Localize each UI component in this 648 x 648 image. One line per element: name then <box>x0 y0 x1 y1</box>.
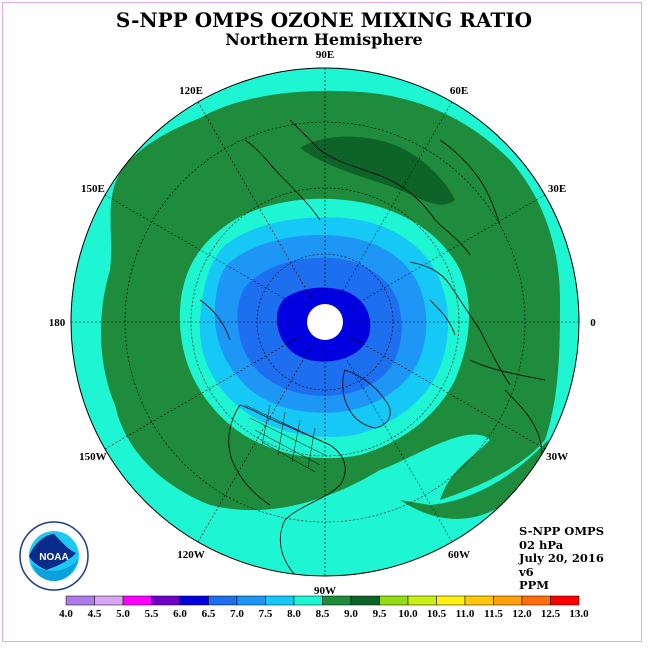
figure-frame <box>2 2 642 642</box>
colorbar-label-11.0: 11.0 <box>456 608 475 620</box>
colorbar-label-6.0: 6.0 <box>173 608 187 620</box>
field-9-0 <box>300 136 455 205</box>
colorbar-swatch-10.5 <box>436 595 466 606</box>
meridian-30e <box>349 194 546 309</box>
colorbar-swatch-10.0 <box>407 595 437 606</box>
colorbar-swatch-9.5 <box>379 595 409 606</box>
longitude-label-30w: 30W <box>546 451 568 463</box>
colorbar-label-10.5: 10.5 <box>427 608 447 620</box>
map-edge <box>70 67 580 577</box>
noaa-logo: NOAA <box>18 520 90 592</box>
meridian-60e <box>338 101 453 298</box>
longitude-label-0: 0 <box>590 317 596 329</box>
colorbar-label-7.0: 7.0 <box>230 608 244 620</box>
colorbar-swatch-8.0 <box>293 595 323 606</box>
colorbar: 4.0 4.5 5.0 5.5 6.0 6.5 7.0 7.5 8.0 8.5 9.0 9.5 10.0… <box>59 595 589 620</box>
longitude-label-60e: 60E <box>450 85 468 97</box>
coast-europe <box>409 261 546 386</box>
info-line-version: v6 <box>519 564 534 579</box>
colorbar-swatches <box>65 595 580 606</box>
colorbar-label-4.5: 4.5 <box>88 608 102 620</box>
longitude-label-90w: 90W <box>314 585 336 597</box>
colorbar-swatch-6.5 <box>208 595 238 606</box>
colorbar-label-5.0: 5.0 <box>116 608 130 620</box>
meridian-60w <box>338 346 453 543</box>
colorbar-label-12.5: 12.5 <box>541 608 561 620</box>
longitude-labels: 90E 60E 30E 0 30W 60W 90W 120W 150W 180 150E 120E <box>49 49 597 597</box>
coast-south-asia <box>439 139 501 226</box>
colorbar-label-8.5: 8.5 <box>316 608 330 620</box>
colorbar-label-4.0: 4.0 <box>59 608 73 620</box>
colorbar-swatch-5.0 <box>122 595 152 606</box>
colorbar-swatch-12.0 <box>521 595 551 606</box>
noaa-emblem: NOAA <box>19 521 89 591</box>
coast-asia <box>199 119 471 341</box>
colorbar-label-9.0: 9.0 <box>344 608 358 620</box>
colorbar-label-6.5: 6.5 <box>202 608 216 620</box>
colorbar-swatch-4.5 <box>94 595 124 606</box>
info-line-pressure: 02 hPa <box>519 537 564 552</box>
longitude-label-60w: 60W <box>448 549 470 561</box>
no-data-pole <box>307 304 343 340</box>
longitude-label-150w: 150W <box>79 451 107 463</box>
meridian-150e <box>104 194 301 309</box>
longitude-label-180: 180 <box>49 317 66 329</box>
longitude-label-120e: 120E <box>179 85 203 97</box>
longitude-label-30e: 30E <box>548 183 566 195</box>
coastlines <box>199 119 546 576</box>
coast-greenland <box>342 369 391 429</box>
colorbar-swatch-11.0 <box>464 595 494 606</box>
colorbar-swatch-7.5 <box>265 595 295 606</box>
colorbar-swatch-9.0 <box>350 595 380 606</box>
noaa-logo-text: NOAA <box>39 552 68 563</box>
us-state-lines <box>244 404 331 473</box>
colorbar-label-8.0: 8.0 <box>287 608 301 620</box>
colorbar-label-10.0: 10.0 <box>398 608 418 620</box>
meridian-120e <box>197 101 312 298</box>
product-info: S-NPP OMPS 02 hPa July 20, 2016 v6 PPM <box>519 524 605 593</box>
meridian-30w <box>349 335 546 450</box>
colorbar-swatch-4.0 <box>65 595 95 606</box>
longitude-label-90e: 90E <box>316 49 334 61</box>
longitude-label-150e: 150E <box>81 183 105 195</box>
graticule <box>71 68 579 576</box>
colorbar-swatch-11.5 <box>493 595 523 606</box>
info-line-date: July 20, 2016 <box>519 551 604 565</box>
colorbar-swatch-6.0 <box>179 595 209 606</box>
info-line-instrument: S-NPP OMPS <box>519 524 605 538</box>
meridian-150w <box>104 335 301 450</box>
colorbar-label-11.5: 11.5 <box>484 608 503 620</box>
colorbar-label-7.5: 7.5 <box>259 608 273 620</box>
colorbar-swatch-5.5 <box>151 595 181 606</box>
colorbar-label-5.5: 5.5 <box>145 608 159 620</box>
colorbar-label-9.5: 9.5 <box>373 608 387 620</box>
colorbar-swatch-12.5 <box>550 595 580 606</box>
colorbar-swatch-7.0 <box>236 595 266 606</box>
map-subtitle: Northern Hemisphere <box>225 30 423 49</box>
map-title: S-NPP OMPS OZONE MIXING RATIO <box>115 8 533 32</box>
info-line-units: PPM <box>519 578 550 592</box>
colorbar-labels: 4.0 4.5 5.0 5.5 6.0 6.5 7.0 7.5 8.0 8.5 9.0 9.5 10.0… <box>59 608 589 620</box>
colorbar-swatch-8.5 <box>322 595 352 606</box>
colorbar-label-13.0: 13.0 <box>569 608 589 620</box>
longitude-label-120w: 120W <box>177 549 205 561</box>
colorbar-label-12.0: 12.0 <box>512 608 532 620</box>
meridian-120w <box>197 346 312 543</box>
meridians <box>71 68 579 576</box>
field-8-5-se-lobe <box>400 440 548 519</box>
